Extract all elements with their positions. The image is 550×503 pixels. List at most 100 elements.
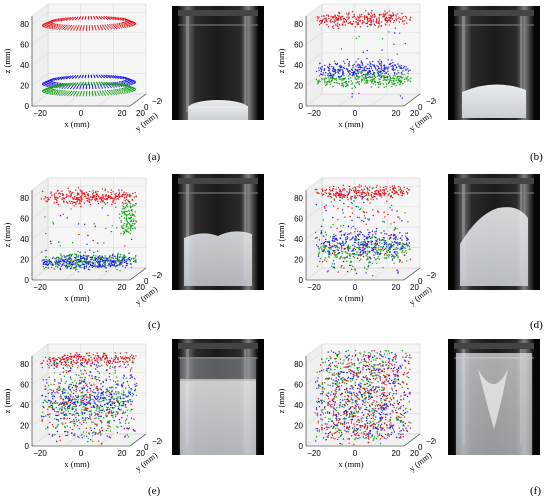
x-axis-label: x (mm) — [64, 119, 89, 129]
z-tick-label: 40 — [294, 401, 303, 410]
z-tick-label: 40 — [20, 61, 29, 70]
caption-e: (e) — [148, 485, 161, 497]
z-tick-label: 60 — [294, 215, 303, 224]
z-tick-label: 20 — [20, 256, 29, 265]
scatter-points — [315, 10, 412, 99]
z-tick-label: 20 — [294, 256, 303, 265]
z-tick-label: 0 — [299, 102, 304, 111]
y-tick-label: 0 — [418, 443, 423, 452]
x-tick-label: −20 — [33, 109, 47, 118]
y-tick-label: −20 — [152, 97, 162, 106]
y-tick-label: 0 — [418, 277, 423, 286]
z-tick-label: 0 — [299, 276, 304, 285]
x-axis-label: x (mm) — [338, 293, 363, 303]
x-tick-label: 0 — [79, 109, 84, 118]
particle-bed — [460, 207, 528, 286]
z-tick-label: 20 — [294, 82, 303, 91]
z-tick-label: 80 — [294, 20, 303, 29]
x-tick-label: 20 — [118, 109, 127, 118]
z-tick-label: 40 — [20, 401, 29, 410]
y-tick-label: 0 — [418, 103, 423, 112]
caption-c: (c) — [148, 319, 161, 331]
y-tick-label: 20 — [136, 109, 145, 118]
z-tick-label: 80 — [294, 360, 303, 369]
y-tick-label: −20 — [152, 437, 162, 446]
z-tick-label: 0 — [25, 442, 30, 451]
x-tick-label: 20 — [392, 109, 401, 118]
caption-f: (f) — [530, 485, 541, 497]
x-tick-label: −20 — [33, 449, 47, 458]
z-tick-label: 60 — [20, 41, 29, 50]
x-tick-label: −20 — [33, 283, 47, 292]
y-tick-label: 0 — [144, 277, 149, 286]
y-tick-label: 0 — [144, 443, 149, 452]
z-tick-label: 60 — [20, 381, 29, 390]
scatter-points — [40, 187, 138, 273]
z-axis-label: z (mm) — [276, 388, 286, 413]
x-axis-label: x (mm) — [64, 293, 89, 303]
z-tick-label: 60 — [294, 381, 303, 390]
axes-box — [305, 3, 421, 107]
z-tick-label: 0 — [299, 442, 304, 451]
x-tick-label: 20 — [118, 283, 127, 292]
z-tick-label: 20 — [20, 82, 29, 91]
particle-bed — [180, 379, 256, 455]
x-tick-label: −20 — [307, 109, 321, 118]
x-tick-label: 20 — [392, 449, 401, 458]
caption-a: (a) — [148, 151, 161, 163]
tank-photo-d — [448, 174, 540, 290]
y-tick-label: −20 — [426, 97, 436, 106]
z-tick-label: 80 — [20, 20, 29, 29]
z-tick-label: 80 — [20, 194, 29, 203]
z-tick-label: 80 — [20, 360, 29, 369]
x-tick-label: −20 — [307, 283, 321, 292]
z-axis-label: z (mm) — [276, 222, 286, 247]
y-tick-label: 0 — [144, 103, 149, 112]
y-tick-label: 20 — [136, 449, 145, 458]
y-tick-label: 20 — [410, 449, 419, 458]
tank-photo-c — [172, 174, 264, 290]
z-tick-label: 80 — [294, 194, 303, 203]
tank-photo-f — [448, 339, 540, 455]
particle-bed — [188, 106, 248, 120]
y-tick-label: 20 — [410, 283, 419, 292]
x-tick-label: 0 — [353, 283, 358, 292]
z-tick-label: 0 — [25, 102, 30, 111]
scatter-points — [314, 349, 412, 446]
x-axis-label: x (mm) — [338, 459, 363, 469]
x-tick-label: 20 — [118, 449, 127, 458]
caption-b: (b) — [530, 151, 543, 163]
z-axis-label: z (mm) — [2, 388, 12, 413]
x-tick-label: −20 — [307, 449, 321, 458]
tank-photo-a — [172, 6, 264, 120]
x-tick-label: 0 — [353, 449, 358, 458]
axes-box — [31, 177, 147, 281]
scatter-points — [40, 352, 138, 445]
z-tick-label: 60 — [20, 215, 29, 224]
y-tick-label: 20 — [410, 109, 419, 118]
x-tick-label: 0 — [79, 283, 84, 292]
z-tick-label: 0 — [25, 276, 30, 285]
z-axis-label: z (mm) — [276, 48, 286, 73]
x-tick-label: 20 — [392, 283, 401, 292]
z-tick-label: 20 — [20, 422, 29, 431]
z-axis-label: z (mm) — [2, 48, 12, 73]
scatter-points — [314, 184, 412, 277]
tank-photo-e — [172, 339, 264, 455]
tank-photo-b — [448, 6, 540, 120]
y-tick-label: −20 — [426, 437, 436, 446]
z-axis-label: z (mm) — [2, 222, 12, 247]
scatter-points — [42, 16, 136, 97]
y-tick-label: −20 — [426, 271, 436, 280]
